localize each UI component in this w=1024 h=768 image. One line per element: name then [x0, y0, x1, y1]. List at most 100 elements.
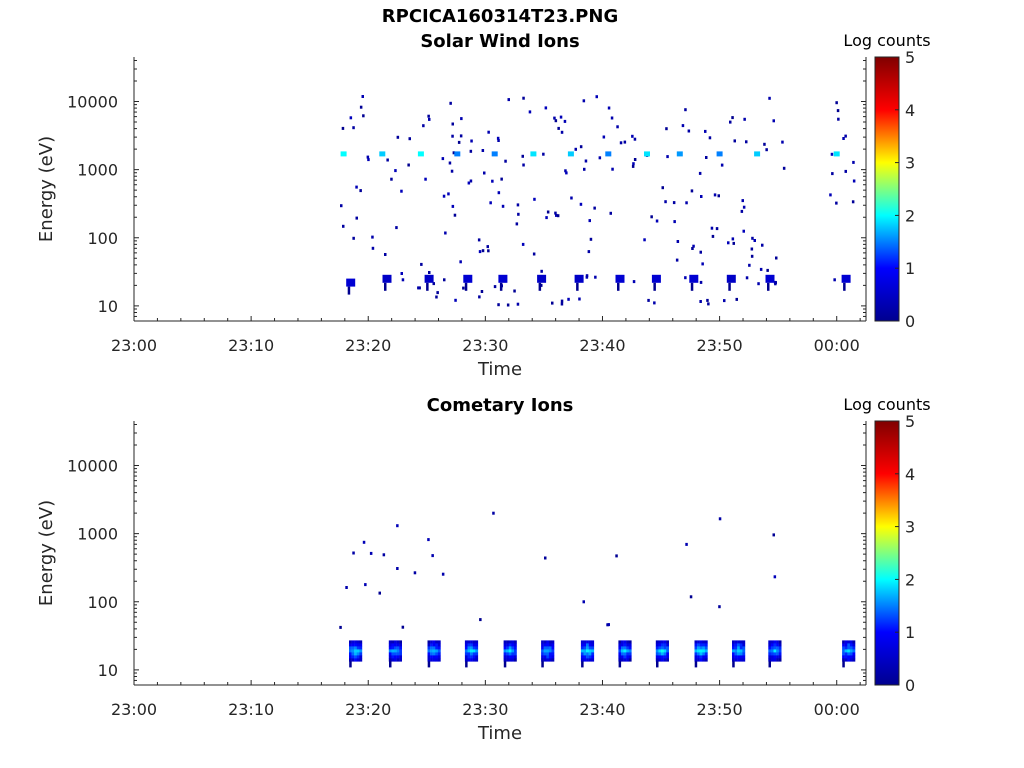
panel-solar-wind-x-tick-label: 23:50 — [697, 336, 743, 355]
panel-cometary-speckle — [369, 551, 373, 555]
burst-cell — [694, 646, 698, 650]
burst-cell — [470, 655, 473, 659]
burst-cell — [742, 652, 746, 656]
panel-cometary-x-tick-label: 23:00 — [111, 700, 157, 719]
burst-cell — [618, 658, 622, 662]
panel-solar-wind-speckle — [707, 302, 710, 306]
burst-cell — [734, 646, 738, 650]
burst-cell — [768, 643, 772, 647]
burst-cell — [849, 649, 853, 653]
burst-cell — [546, 652, 550, 656]
panel-solar-wind-speckle — [842, 137, 845, 140]
panel-solar-wind-speckle — [442, 194, 446, 198]
burst-cell — [658, 652, 662, 656]
burst-mark — [605, 151, 612, 157]
panel-cometary-x-tick-label: 23:40 — [579, 700, 625, 719]
panel-cometary-speckle — [492, 511, 495, 515]
panel-solar-wind-speckle — [400, 272, 403, 275]
burst-cell — [583, 652, 587, 656]
burst-tail — [653, 282, 656, 291]
panel-solar-wind-speckle — [359, 105, 363, 109]
burst-cell — [618, 655, 622, 659]
burst-tail — [538, 282, 542, 291]
burst-cell — [621, 646, 624, 650]
burst-mark — [530, 151, 537, 157]
panel-solar-wind-speckle — [594, 275, 597, 279]
burst-cell — [511, 652, 515, 656]
burst-cell — [394, 640, 397, 644]
panel-solar-wind-speckle — [443, 278, 446, 282]
panel-solar-wind-speckle — [500, 177, 503, 181]
panel-solar-wind-speckle — [341, 126, 345, 130]
burst-cell — [849, 652, 853, 656]
burst-cell — [508, 652, 512, 656]
burst-cell — [435, 643, 439, 647]
burst-cell — [628, 643, 632, 647]
panel-solar-wind-speckle — [521, 154, 524, 158]
panel-solar-wind-speckle — [435, 295, 438, 299]
burst-cell — [739, 658, 743, 662]
panel-solar-wind-speckle — [400, 189, 403, 193]
burst-cell — [511, 646, 515, 650]
burst-cell — [437, 652, 441, 656]
burst-cell — [472, 655, 476, 659]
panel-cometary-speckle — [382, 553, 386, 557]
burst-cell — [506, 655, 509, 659]
panel-solar-wind-speckle — [704, 129, 707, 133]
panel-solar-wind-speckle — [753, 239, 756, 242]
burst-cell — [506, 646, 509, 650]
burst-cell — [432, 658, 436, 662]
burst-cell — [732, 646, 735, 650]
figure-title: RPCICA160314T23.PNG — [381, 6, 619, 27]
burst-tail — [581, 661, 584, 668]
burst-cell — [541, 646, 544, 650]
panel-cometary-speckle — [773, 575, 777, 579]
burst-cell — [464, 643, 468, 647]
burst-tail — [541, 661, 544, 668]
panel-solar-wind-speckle — [655, 219, 659, 223]
burst-cell — [768, 640, 772, 644]
burst-cell — [623, 643, 627, 647]
burst-mark — [716, 151, 723, 157]
burst-cell — [770, 640, 774, 644]
burst-cell — [844, 646, 848, 650]
burst-cell — [391, 658, 395, 662]
panel-cometary-colorbar-tick-label: 0 — [905, 676, 915, 695]
burst-cell — [503, 643, 507, 647]
burst-cell — [770, 643, 774, 647]
burst-cell — [472, 643, 476, 647]
burst-cell — [768, 655, 772, 659]
burst-cell — [844, 640, 848, 644]
burst-cell — [394, 643, 397, 647]
burst-cell — [661, 643, 664, 647]
burst-cell — [464, 640, 468, 644]
burst-cell — [699, 652, 703, 656]
panel-solar-wind-speckle — [428, 271, 431, 274]
burst-cell — [543, 646, 547, 650]
burst-cell — [388, 640, 392, 644]
panel-cometary-x-tick-label: 23:30 — [462, 700, 508, 719]
burst-cell — [548, 646, 552, 650]
burst-cell — [586, 646, 589, 650]
panel-cometary-speckle — [718, 605, 721, 609]
panel-cometary-colorbar-tick-label: 4 — [905, 465, 915, 484]
panel-solar-wind-speckle — [366, 155, 370, 159]
panel-solar-wind-speckle — [715, 227, 719, 231]
panel-solar-wind-speckle — [673, 220, 676, 224]
panel-solar-wind-speckle — [711, 234, 715, 238]
burst-cell — [503, 658, 507, 662]
burst-cell — [849, 655, 853, 659]
panel-cometary-y-tick-label: 100 — [87, 593, 118, 612]
panel-solar-wind-speckle — [386, 158, 389, 162]
burst-cell — [541, 652, 544, 656]
burst-cell — [351, 643, 355, 647]
burst-cell — [399, 646, 402, 650]
panel-solar-wind-speckle — [684, 108, 687, 112]
burst-cell — [430, 646, 433, 650]
burst-mark — [417, 151, 424, 157]
burst-cell — [588, 652, 592, 656]
panel-title-cometary: Cometary Ions — [426, 395, 574, 416]
burst-cell — [506, 640, 509, 644]
panel-solar-wind-speckle — [544, 106, 548, 110]
burst-cell — [849, 646, 853, 650]
